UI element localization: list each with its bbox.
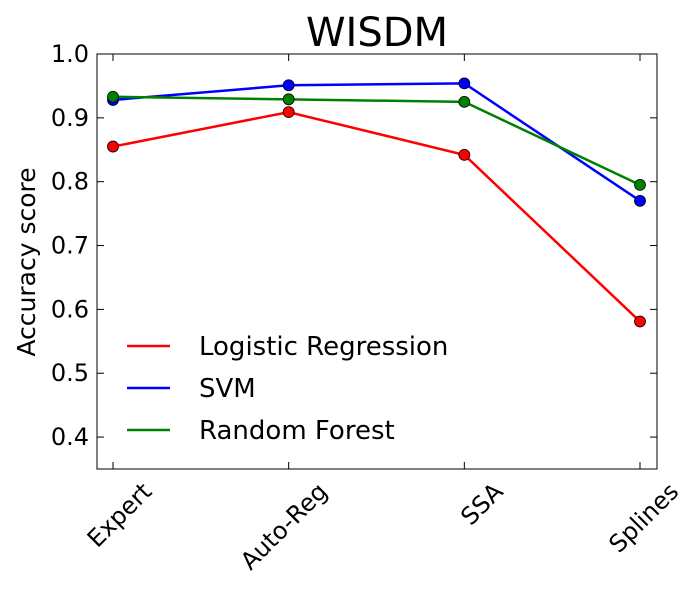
data-point (458, 77, 471, 90)
plot-area (97, 54, 657, 469)
y-tick-label: 0.7 (51, 232, 89, 260)
data-point (634, 194, 646, 207)
data-point (634, 315, 646, 328)
data-point (634, 178, 646, 191)
x-tick-label: Splines (603, 477, 684, 558)
y-tick-label: 0.4 (51, 423, 89, 451)
series-lines (112, 82, 641, 323)
x-tick-label: SSA (455, 477, 509, 531)
plot-frame (96, 53, 658, 470)
data-point (107, 140, 119, 153)
data-point (282, 93, 295, 106)
data-point (458, 148, 471, 161)
data-point (107, 90, 119, 103)
legend-label: SVM (199, 374, 256, 404)
y-axis-label: Accuracy score (12, 167, 41, 356)
series-line (112, 110, 641, 323)
y-tick-label: 0.9 (51, 104, 89, 132)
x-tick-label: Expert (82, 477, 157, 552)
y-tick-label: 0.5 (51, 359, 89, 387)
series-line (112, 95, 641, 187)
data-point (458, 95, 471, 108)
legend: Logistic Regression SVM Random Forest (127, 332, 448, 446)
series-points (107, 77, 646, 328)
data-point (282, 106, 295, 118)
x-tick-label: Auto-Reg (235, 477, 333, 575)
y-tick-label: 1.0 (51, 40, 89, 68)
legend-label: Random Forest (199, 416, 395, 446)
data-point (282, 79, 295, 92)
chart-title: WISDM (306, 10, 448, 56)
y-tick-label: 0.8 (51, 168, 89, 196)
y-tick-label: 0.6 (51, 295, 89, 323)
legend-label: Logistic Regression (199, 332, 448, 362)
